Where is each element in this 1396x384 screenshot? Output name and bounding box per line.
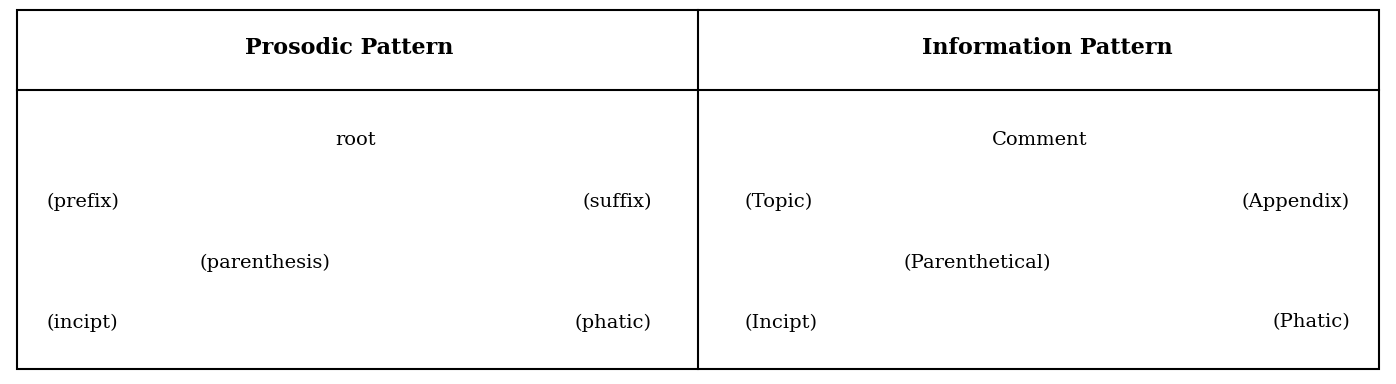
Text: (Appendix): (Appendix) bbox=[1242, 192, 1350, 211]
Text: (prefix): (prefix) bbox=[46, 192, 119, 211]
Text: (Incipt): (Incipt) bbox=[744, 313, 817, 332]
Text: (incipt): (incipt) bbox=[46, 313, 117, 332]
Text: (parenthesis): (parenthesis) bbox=[200, 254, 331, 272]
Text: root: root bbox=[335, 131, 377, 149]
Text: Comment: Comment bbox=[993, 131, 1087, 149]
Text: Prosodic Pattern: Prosodic Pattern bbox=[244, 37, 454, 59]
Text: (Phatic): (Phatic) bbox=[1272, 314, 1350, 331]
Text: (suffix): (suffix) bbox=[582, 193, 652, 210]
Text: (Topic): (Topic) bbox=[744, 192, 812, 211]
Text: Information Pattern: Information Pattern bbox=[921, 37, 1173, 59]
Text: (phatic): (phatic) bbox=[575, 313, 652, 332]
Text: (Parenthetical): (Parenthetical) bbox=[903, 254, 1051, 272]
